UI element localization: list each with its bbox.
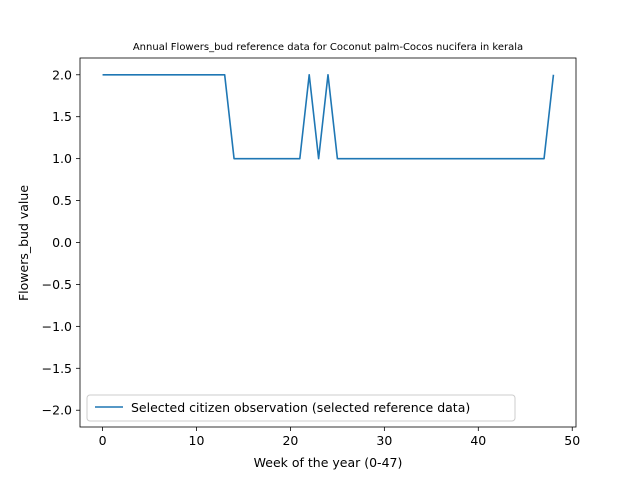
x-tick-label: 20	[282, 433, 298, 448]
legend-entry: Selected citizen observation (selected r…	[131, 400, 470, 415]
x-tick-label: 50	[564, 433, 580, 448]
y-tick-label: −0.5	[42, 277, 72, 292]
x-tick-label: 40	[470, 433, 486, 448]
axes-frame	[79, 57, 577, 428]
series-line	[102, 73, 555, 160]
legend: Selected citizen observation (selected r…	[86, 394, 516, 422]
y-tick-label: 2.0	[52, 67, 72, 82]
legend-box	[86, 394, 516, 422]
x-tick-label: 0	[99, 433, 107, 448]
y-tick-label: 1.5	[52, 109, 72, 124]
y-tick-label: 0.5	[52, 193, 72, 208]
x-axis: 0 10 20 30 40 50	[99, 427, 580, 448]
y-tick-label: −2.0	[42, 403, 72, 418]
series-layer	[102, 73, 555, 160]
chart-title: Annual Flowers_bud reference data for Co…	[133, 42, 523, 53]
x-tick-label: 30	[376, 433, 392, 448]
y-tick-label: −1.0	[42, 319, 72, 334]
y-tick-label: 0.0	[52, 235, 72, 250]
y-axis-label: Flowers_bud value	[16, 185, 31, 301]
y-tick-label: 1.0	[52, 151, 72, 166]
x-axis-label: Week of the year (0-47)	[254, 455, 403, 470]
x-tick-label: 10	[189, 433, 205, 448]
y-axis: −2.0 −1.5 −1.0 −0.5 0.0 0.5 1.0 1.5 2.0	[42, 67, 80, 418]
plot-area	[79, 57, 577, 428]
y-tick-label: −1.5	[42, 361, 72, 376]
